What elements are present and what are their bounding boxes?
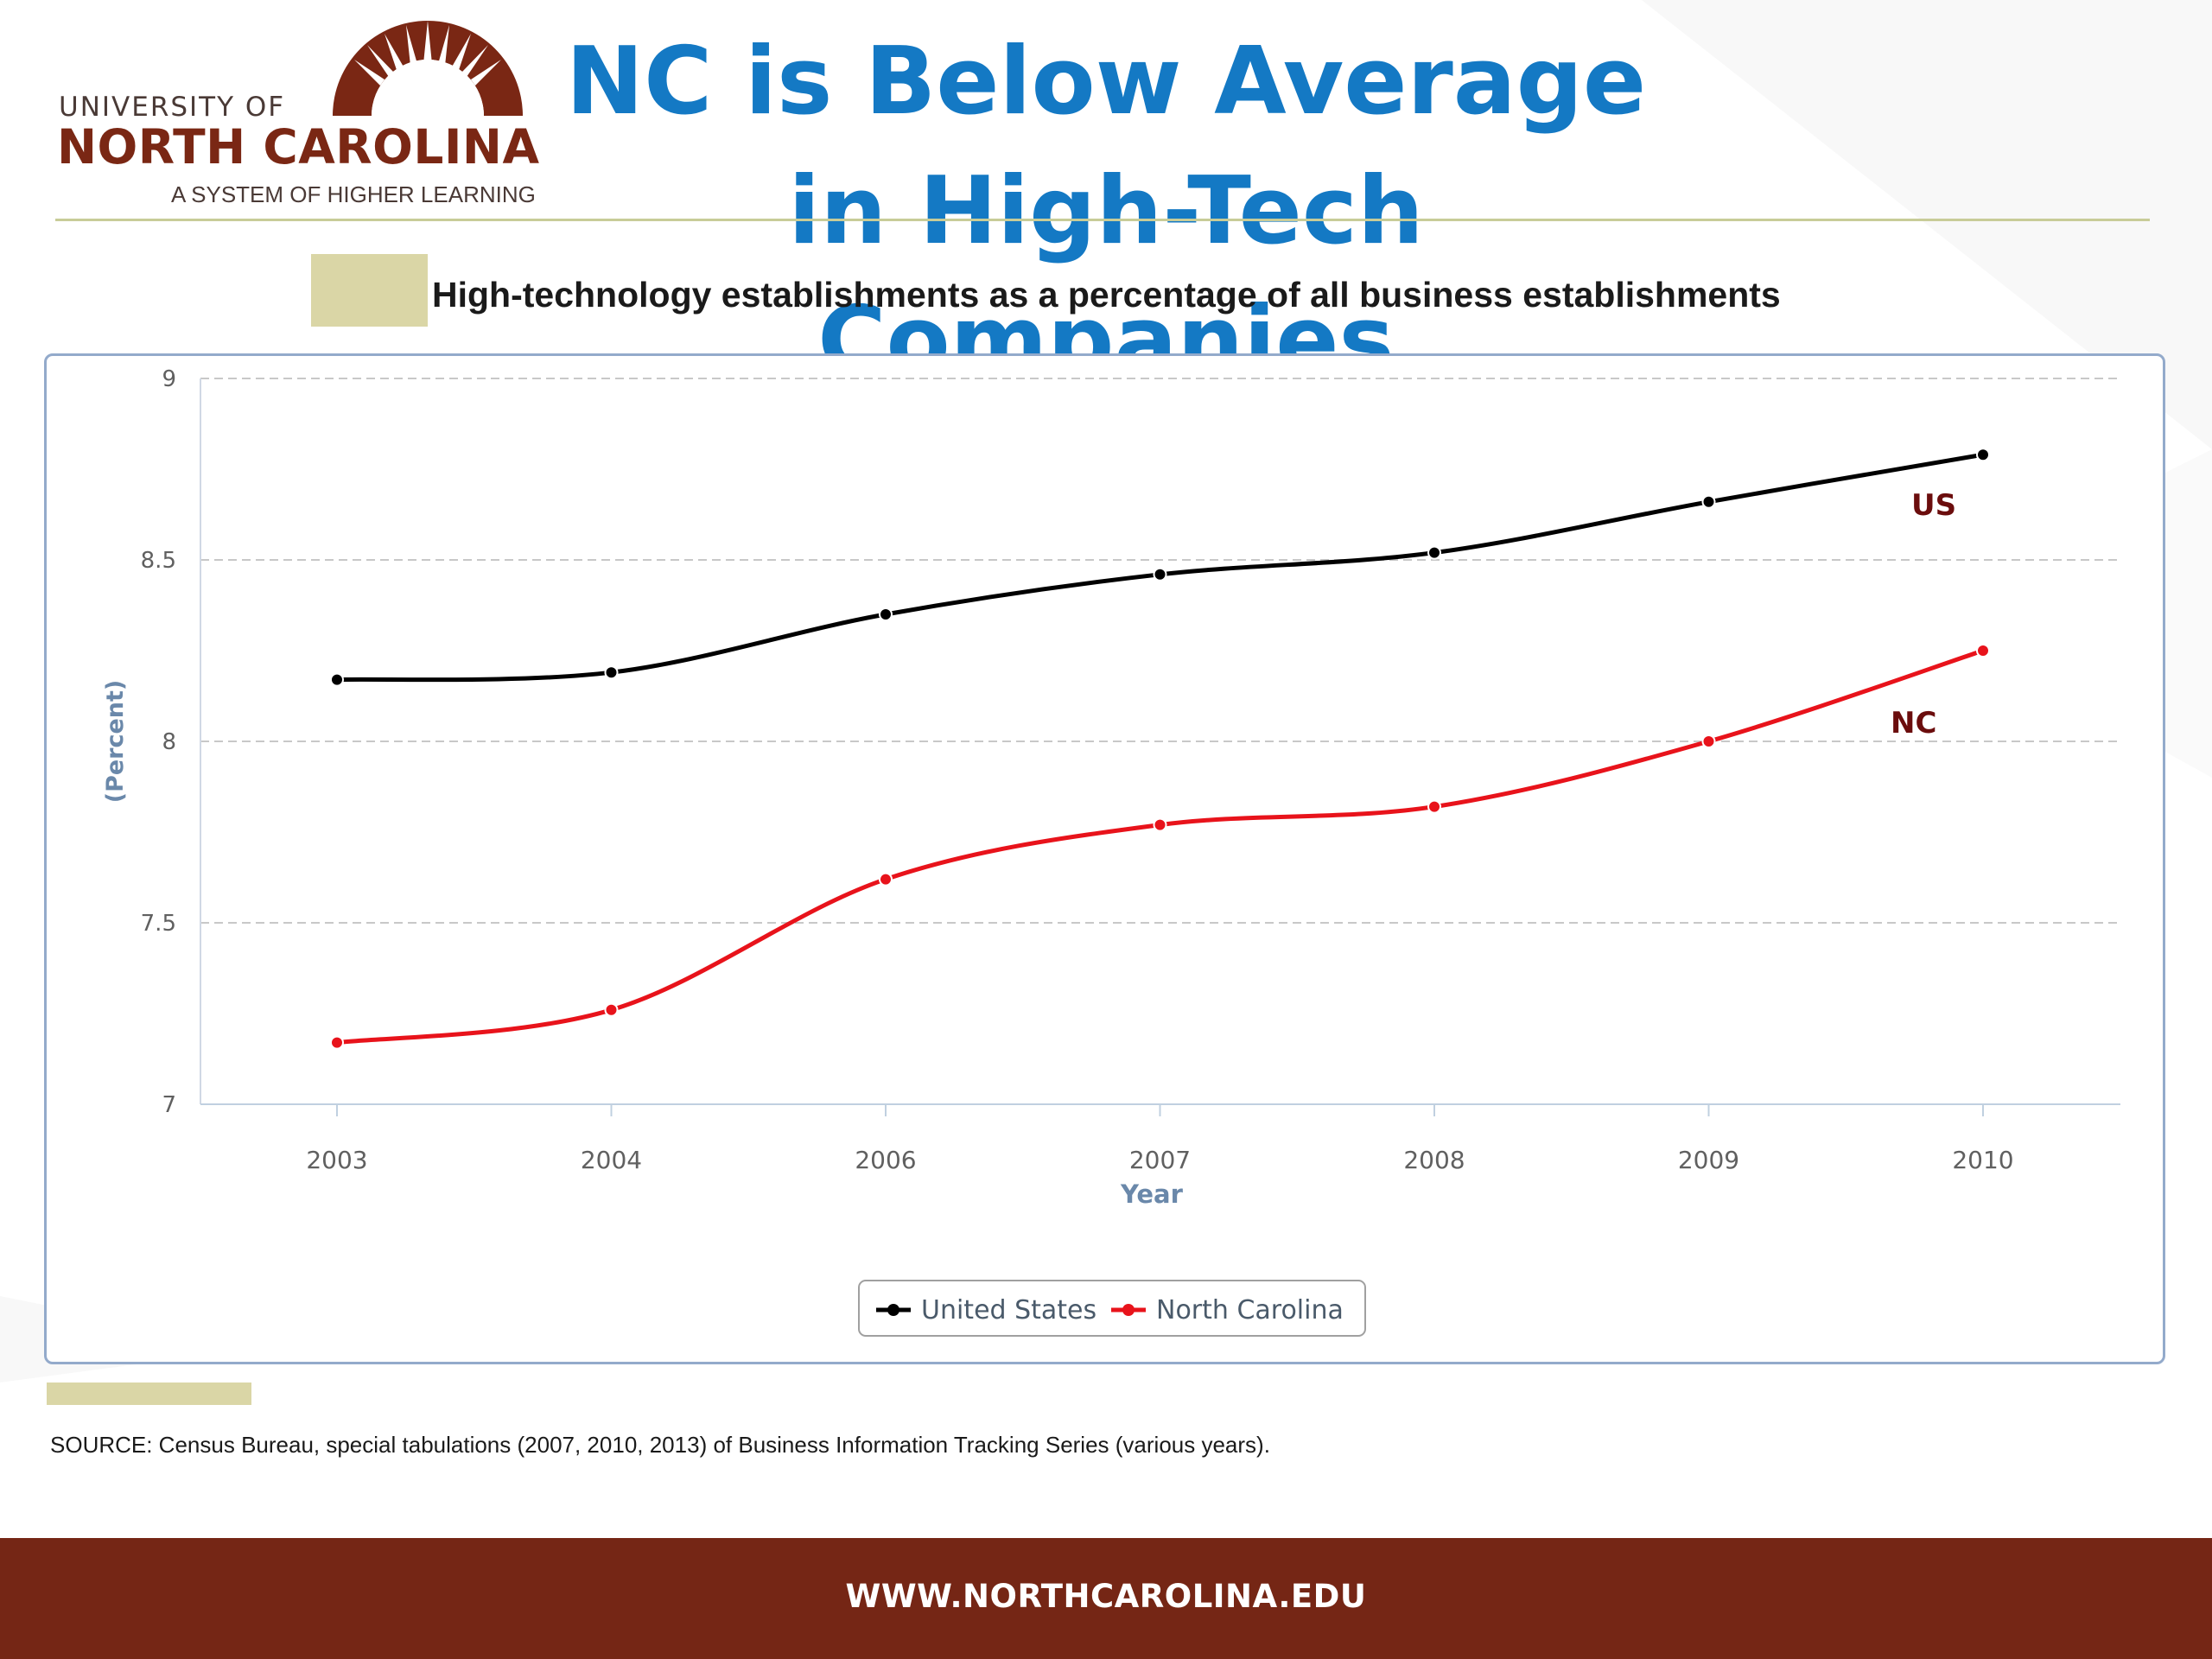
decorative-swatch-bottom <box>47 1382 251 1405</box>
data-point-north-carolina <box>1976 644 1990 658</box>
x-axis-title: Year <box>1120 1179 1184 1209</box>
legend-label-united-states: United States <box>921 1295 1096 1325</box>
legend-label-north-carolina: North Carolina <box>1156 1295 1344 1325</box>
header-divider <box>55 219 2150 221</box>
y-tick-label: 9 <box>162 366 176 392</box>
data-point-united-states <box>604 665 619 680</box>
annotation-nc: NC <box>1891 706 1936 741</box>
legend-swatch-marker-north-carolina <box>1122 1304 1135 1316</box>
data-point-united-states <box>1976 448 1990 462</box>
series-line-north-carolina <box>336 648 1984 1046</box>
y-axis-title: (Percent) <box>102 680 129 804</box>
x-tick-label: 2006 <box>855 1146 916 1174</box>
chart-frame: 7 7.5 8 8.5 9 2003 2004 2006 2007 2008 2009 2010 Yea… <box>44 353 2165 1364</box>
footer-url[interactable]: WWW.NORTHCAROLINA.EDU <box>845 1578 1367 1615</box>
data-point-north-carolina <box>1153 817 1167 832</box>
footer-bar: WWW.NORTHCAROLINA.EDU <box>0 1538 2212 1659</box>
slide-title: NC is Below Average in High-Tech Compani… <box>518 17 1694 406</box>
chart-title: High-technology establishments as a perc… <box>432 275 1781 315</box>
y-tick-label: 7 <box>162 1092 176 1118</box>
x-tick-label: 2004 <box>581 1146 642 1174</box>
logo-north-carolina: NORTH CAROLINA <box>57 119 540 175</box>
data-point-north-carolina <box>1427 799 1441 814</box>
legend-swatch-marker-united-states <box>887 1304 899 1316</box>
data-point-united-states <box>1701 494 1716 509</box>
y-tick-label: 8.5 <box>141 548 176 574</box>
data-point-north-carolina <box>1701 734 1716 748</box>
series-line-united-states <box>336 452 1984 683</box>
line-chart: 7 7.5 8 8.5 9 2003 2004 2006 2007 2008 2009 2010 Yea… <box>102 366 2120 1337</box>
x-tick-label: 2009 <box>1678 1146 1739 1174</box>
logo-university-of: UNIVERSITY OF <box>59 92 286 123</box>
data-point-united-states <box>879 607 893 621</box>
sun-logo-icon <box>333 21 523 116</box>
university-logo: UNIVERSITY OF NORTH CAROLINA A SYSTEM OF… <box>52 12 539 207</box>
logo-tagline: A SYSTEM OF HIGHER LEARNING <box>171 181 536 207</box>
annotation-us: US <box>1911 488 1956 523</box>
source-note: SOURCE: Census Bureau, special tabulatio… <box>50 1432 1270 1458</box>
data-point-united-states <box>1153 567 1167 582</box>
data-point-united-states <box>330 672 344 687</box>
data-point-north-carolina <box>879 872 893 887</box>
x-tick-label: 2008 <box>1403 1146 1465 1174</box>
y-tick-label: 8 <box>162 729 176 755</box>
decorative-swatch-top <box>311 254 428 327</box>
x-tick-label: 2007 <box>1129 1146 1191 1174</box>
data-point-north-carolina <box>330 1035 344 1050</box>
x-tick-label: 2003 <box>306 1146 367 1174</box>
title-line-1: NC is Below Average <box>565 28 1647 136</box>
y-tick-label: 7.5 <box>141 911 176 937</box>
data-point-united-states <box>1427 545 1441 560</box>
x-tick-label: 2010 <box>1952 1146 2013 1174</box>
data-point-north-carolina <box>604 1002 619 1017</box>
